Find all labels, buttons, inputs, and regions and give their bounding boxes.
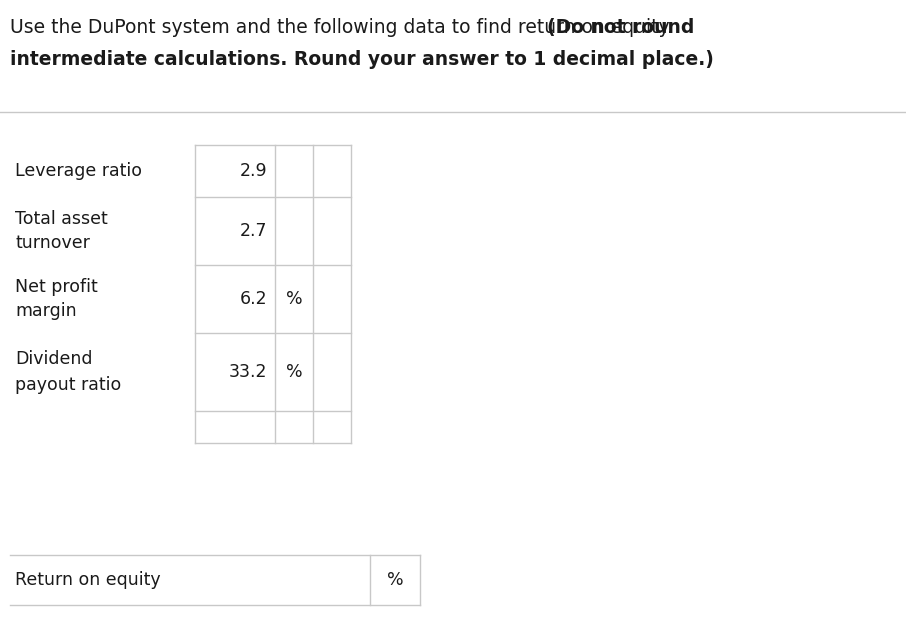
Text: Return on equity: Return on equity [15,571,160,589]
Text: Total asset
turnover: Total asset turnover [15,209,108,253]
Text: 6.2: 6.2 [239,290,267,308]
Text: %: % [285,363,303,381]
Text: 2.9: 2.9 [239,162,267,180]
Text: intermediate calculations. Round your answer to 1 decimal place.): intermediate calculations. Round your an… [10,50,714,69]
Text: %: % [387,571,403,589]
Text: Net profit
margin: Net profit margin [15,278,98,321]
Text: %: % [285,290,303,308]
Text: 33.2: 33.2 [228,363,267,381]
Text: Use the DuPont system and the following data to find return on equity.: Use the DuPont system and the following … [10,18,673,37]
Text: Dividend
payout ratio: Dividend payout ratio [15,351,121,394]
Text: (Do not round: (Do not round [547,18,694,37]
Text: 2.7: 2.7 [239,222,267,240]
Text: Leverage ratio: Leverage ratio [15,162,142,180]
